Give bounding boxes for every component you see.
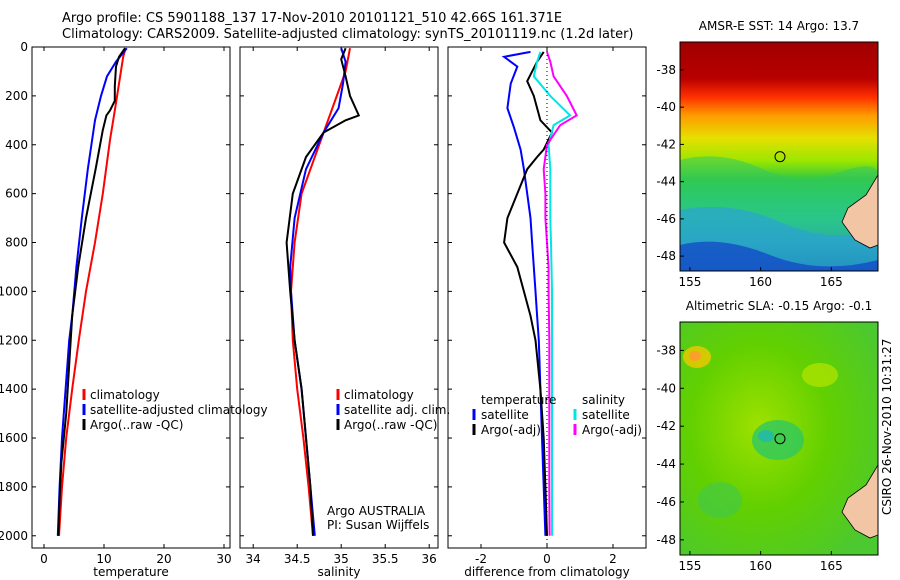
temperature-ytick-label: 1400 xyxy=(0,382,28,396)
difference-legend-temp-label: satellite xyxy=(481,408,529,422)
sla-map-title: Altimetric SLA: -0.15 Argo: -0.1 xyxy=(686,299,873,313)
difference-legend-sal-label: satellite xyxy=(582,408,630,422)
temperature-legend-label: satellite-adjusted climatology xyxy=(90,403,268,417)
temperature-ytick-label: 200 xyxy=(5,89,28,103)
sla-map-ytick-label: -48 xyxy=(656,533,676,547)
salinity-series-2 xyxy=(285,47,361,536)
temperature-ytick-label: 600 xyxy=(5,187,28,201)
sla-map-ytick-label: -46 xyxy=(656,495,676,509)
page-title-line-2: Climatology: CARS2009. Satellite-adjuste… xyxy=(62,27,634,42)
salinity-legend-label: satellite adj. clim. xyxy=(344,403,450,417)
temperature-ytick-label: 400 xyxy=(5,138,28,152)
difference-series-3 xyxy=(542,51,579,536)
sst-map-ytick-label: -48 xyxy=(656,249,676,263)
sla-map-ytick-label: -40 xyxy=(656,381,676,395)
temperature-ytick-label: 0 xyxy=(20,40,28,54)
difference-frame xyxy=(447,46,647,549)
salinity-series-1 xyxy=(289,47,347,536)
temperature-xlabel: temperature xyxy=(93,565,168,579)
temperature-ytick-label: 800 xyxy=(5,236,28,250)
sla-map-xtick-label: 155 xyxy=(678,559,701,573)
temperature-frame xyxy=(31,46,231,549)
temperature-xtick-label: 10 xyxy=(96,552,111,566)
sst-map-frame xyxy=(679,41,879,272)
salinity-xtick-label: 36 xyxy=(422,552,437,566)
temperature-series-1 xyxy=(56,47,128,536)
sla-map-argo-marker xyxy=(774,433,786,445)
sst-map-xtick-label: 160 xyxy=(749,275,772,289)
temperature-ytick-label: 1200 xyxy=(0,333,28,347)
difference-series-2 xyxy=(532,51,572,536)
sla-map-xtick-label: 160 xyxy=(749,559,772,573)
sst-map-xtick-label: 155 xyxy=(678,275,701,289)
timestamp-stamp: CSIRO 26-Nov-2010 10:31:27 xyxy=(880,338,894,515)
sst-map-ytick-label: -42 xyxy=(656,137,676,151)
salinity-xtick-label: 34 xyxy=(246,552,261,566)
sst-map-ytick-label: -38 xyxy=(656,63,676,77)
salinity-annotation: PI: Susan Wijffels xyxy=(327,518,429,532)
salinity-series-0 xyxy=(289,48,351,536)
salinity-xtick-label: 35.5 xyxy=(372,552,399,566)
sla-map-frame xyxy=(679,321,879,556)
salinity-xlabel: salinity xyxy=(317,565,360,579)
sst-map-argo-marker xyxy=(774,151,786,163)
temperature-xtick-label: 20 xyxy=(156,552,171,566)
sla-map-ytick-label: -44 xyxy=(656,457,676,471)
temperature-ytick-label: 1600 xyxy=(0,431,28,445)
salinity-frame xyxy=(239,46,439,549)
difference-xtick-label: 0 xyxy=(543,552,551,566)
page-title-line-1: Argo profile: CS 5901188_137 17-Nov-2010… xyxy=(62,11,563,26)
sst-map-title: AMSR-E SST: 14 Argo: 13.7 xyxy=(699,19,859,33)
difference-series-1 xyxy=(503,51,554,536)
sst-map-ytick-label: -46 xyxy=(656,212,676,226)
difference-legend-temp-label: Argo(-adj) xyxy=(481,423,541,437)
temperature-legend-label: climatology xyxy=(90,388,160,402)
sla-map-ytick-label: -38 xyxy=(656,343,676,357)
temperature-xtick-label: 0 xyxy=(40,552,48,566)
sst-map-xtick-label: 165 xyxy=(820,275,843,289)
salinity-legend-label: Argo(..raw -QC) xyxy=(344,418,437,432)
salinity-xtick-label: 35 xyxy=(334,552,349,566)
temperature-ytick-label: 1000 xyxy=(0,284,28,298)
temperature-ytick-label: 1800 xyxy=(0,480,28,494)
difference-legend-sal-label: Argo(-adj) xyxy=(582,423,642,437)
difference-xtick-label: -2 xyxy=(475,552,487,566)
sst-map-field xyxy=(680,42,878,271)
sla-map-xtick-label: 165 xyxy=(820,559,843,573)
sla-map-field xyxy=(680,322,878,555)
temperature-series-2 xyxy=(57,47,126,536)
sla-map-ytick-label: -42 xyxy=(656,419,676,433)
salinity-legend-label: climatology xyxy=(344,388,414,402)
temperature-ytick-label: 2000 xyxy=(0,529,28,543)
salinity-xtick-label: 34.5 xyxy=(284,552,311,566)
difference-xtick-label: 2 xyxy=(609,552,617,566)
sst-map-ytick-label: -44 xyxy=(656,175,676,189)
temperature-xtick-label: 30 xyxy=(216,552,231,566)
difference-xlabel: difference from climatology xyxy=(464,565,630,579)
chart-layer: 0 10 20 30temperature0200400600800100012001… xyxy=(0,19,879,579)
salinity-annotation: Argo AUSTRALIA xyxy=(327,504,426,518)
difference-legend-sal-label: salinity xyxy=(582,393,625,407)
temperature-series-0 xyxy=(58,47,127,536)
temperature-legend-label: Argo(..raw -QC) xyxy=(90,418,183,432)
difference-legend-temp-label: temperature xyxy=(481,393,556,407)
sst-map-ytick-label: -40 xyxy=(656,100,676,114)
